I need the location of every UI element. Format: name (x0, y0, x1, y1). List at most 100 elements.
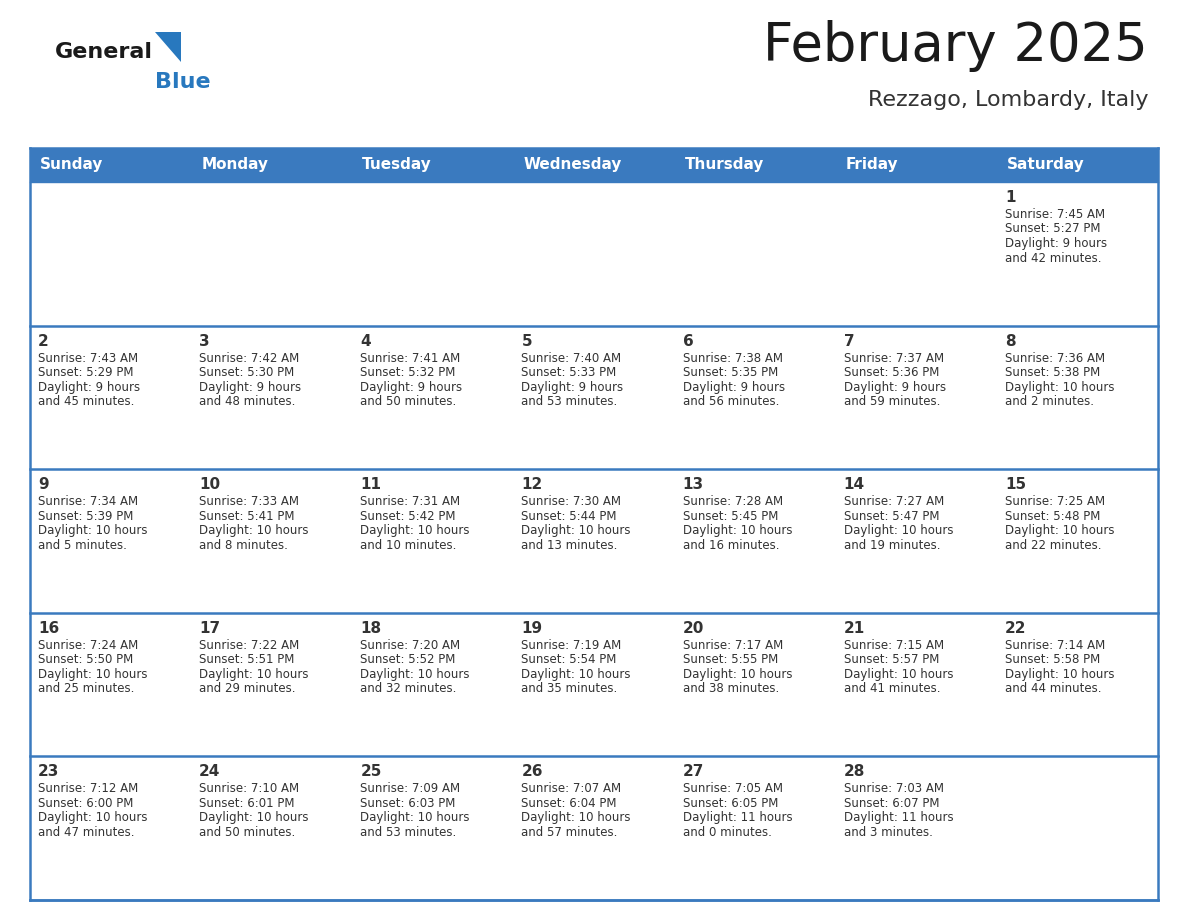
Text: Daylight: 10 hours: Daylight: 10 hours (360, 667, 469, 681)
Text: and 29 minutes.: and 29 minutes. (200, 682, 296, 695)
Bar (30, 326, 1158, 469)
Text: Daylight: 9 hours: Daylight: 9 hours (1005, 237, 1107, 250)
Text: Sunset: 5:52 PM: Sunset: 5:52 PM (360, 654, 456, 666)
Text: Sunrise: 7:27 AM: Sunrise: 7:27 AM (843, 495, 944, 509)
Text: General: General (55, 42, 153, 62)
Text: Daylight: 11 hours: Daylight: 11 hours (843, 812, 953, 824)
Text: Sunset: 6:01 PM: Sunset: 6:01 PM (200, 797, 295, 810)
Text: and 45 minutes.: and 45 minutes. (38, 395, 134, 409)
Text: Sunset: 5:48 PM: Sunset: 5:48 PM (1005, 509, 1100, 522)
Text: Daylight: 10 hours: Daylight: 10 hours (522, 812, 631, 824)
Text: Sunrise: 7:42 AM: Sunrise: 7:42 AM (200, 352, 299, 364)
Text: Sunset: 5:45 PM: Sunset: 5:45 PM (683, 509, 778, 522)
Text: Sunrise: 7:03 AM: Sunrise: 7:03 AM (843, 782, 943, 795)
Text: Sunset: 6:04 PM: Sunset: 6:04 PM (522, 797, 617, 810)
Text: 11: 11 (360, 477, 381, 492)
Text: Sunrise: 7:17 AM: Sunrise: 7:17 AM (683, 639, 783, 652)
Text: and 8 minutes.: and 8 minutes. (200, 539, 287, 552)
Text: 2: 2 (38, 333, 49, 349)
Text: 15: 15 (1005, 477, 1026, 492)
Text: and 22 minutes.: and 22 minutes. (1005, 539, 1101, 552)
Text: Daylight: 10 hours: Daylight: 10 hours (200, 812, 309, 824)
Text: and 48 minutes.: and 48 minutes. (200, 395, 296, 409)
Text: Daylight: 10 hours: Daylight: 10 hours (38, 667, 147, 681)
Text: Sunset: 5:58 PM: Sunset: 5:58 PM (1005, 654, 1100, 666)
Text: Daylight: 10 hours: Daylight: 10 hours (522, 667, 631, 681)
Text: 25: 25 (360, 765, 381, 779)
Text: 9: 9 (38, 477, 49, 492)
Text: Sunset: 5:27 PM: Sunset: 5:27 PM (1005, 222, 1100, 236)
Text: Monday: Monday (201, 158, 268, 173)
Text: Sunset: 5:51 PM: Sunset: 5:51 PM (200, 654, 295, 666)
Text: 19: 19 (522, 621, 543, 636)
Text: February 2025: February 2025 (763, 20, 1148, 72)
Text: Sunrise: 7:40 AM: Sunrise: 7:40 AM (522, 352, 621, 364)
Text: 27: 27 (683, 765, 704, 779)
Text: Sunset: 5:41 PM: Sunset: 5:41 PM (200, 509, 295, 522)
Text: Sunset: 5:57 PM: Sunset: 5:57 PM (843, 654, 939, 666)
Bar (30, 469, 1158, 613)
Text: Rezzago, Lombardy, Italy: Rezzago, Lombardy, Italy (867, 90, 1148, 110)
Text: Sunset: 5:33 PM: Sunset: 5:33 PM (522, 366, 617, 379)
Text: Sunset: 5:42 PM: Sunset: 5:42 PM (360, 509, 456, 522)
Text: and 59 minutes.: and 59 minutes. (843, 395, 940, 409)
Text: Sunset: 5:30 PM: Sunset: 5:30 PM (200, 366, 295, 379)
Text: Sunrise: 7:24 AM: Sunrise: 7:24 AM (38, 639, 138, 652)
Text: 28: 28 (843, 765, 865, 779)
Text: Tuesday: Tuesday (362, 158, 432, 173)
Text: Sunset: 5:47 PM: Sunset: 5:47 PM (843, 509, 940, 522)
Text: Sunset: 6:00 PM: Sunset: 6:00 PM (38, 797, 133, 810)
Text: 6: 6 (683, 333, 694, 349)
Text: Sunrise: 7:28 AM: Sunrise: 7:28 AM (683, 495, 783, 509)
Text: and 13 minutes.: and 13 minutes. (522, 539, 618, 552)
Text: Sunrise: 7:09 AM: Sunrise: 7:09 AM (360, 782, 461, 795)
Text: Daylight: 10 hours: Daylight: 10 hours (360, 812, 469, 824)
Text: Sunrise: 7:41 AM: Sunrise: 7:41 AM (360, 352, 461, 364)
Text: 20: 20 (683, 621, 704, 636)
Text: and 50 minutes.: and 50 minutes. (360, 395, 456, 409)
Text: Thursday: Thursday (684, 158, 764, 173)
Text: Daylight: 10 hours: Daylight: 10 hours (1005, 524, 1114, 537)
Text: Daylight: 10 hours: Daylight: 10 hours (683, 524, 792, 537)
Text: Daylight: 9 hours: Daylight: 9 hours (38, 381, 140, 394)
Text: and 47 minutes.: and 47 minutes. (38, 826, 134, 839)
Text: 7: 7 (843, 333, 854, 349)
Text: 14: 14 (843, 477, 865, 492)
Text: Daylight: 10 hours: Daylight: 10 hours (522, 524, 631, 537)
Text: Friday: Friday (846, 158, 898, 173)
Text: 17: 17 (200, 621, 220, 636)
Text: Sunrise: 7:12 AM: Sunrise: 7:12 AM (38, 782, 138, 795)
Text: and 0 minutes.: and 0 minutes. (683, 826, 771, 839)
Text: and 50 minutes.: and 50 minutes. (200, 826, 296, 839)
Text: Sunrise: 7:31 AM: Sunrise: 7:31 AM (360, 495, 461, 509)
Text: 26: 26 (522, 765, 543, 779)
Text: Blue: Blue (154, 72, 210, 92)
Text: 5: 5 (522, 333, 532, 349)
Text: and 3 minutes.: and 3 minutes. (843, 826, 933, 839)
Text: and 5 minutes.: and 5 minutes. (38, 539, 127, 552)
Text: Sunset: 5:38 PM: Sunset: 5:38 PM (1005, 366, 1100, 379)
Bar (30, 182, 1158, 326)
Text: Sunday: Sunday (40, 158, 103, 173)
Text: 22: 22 (1005, 621, 1026, 636)
Text: Sunrise: 7:38 AM: Sunrise: 7:38 AM (683, 352, 783, 364)
Text: Daylight: 9 hours: Daylight: 9 hours (522, 381, 624, 394)
Text: Daylight: 10 hours: Daylight: 10 hours (1005, 381, 1114, 394)
Text: Sunset: 6:07 PM: Sunset: 6:07 PM (843, 797, 940, 810)
Text: Sunrise: 7:34 AM: Sunrise: 7:34 AM (38, 495, 138, 509)
Text: and 16 minutes.: and 16 minutes. (683, 539, 779, 552)
Text: and 35 minutes.: and 35 minutes. (522, 682, 618, 695)
Text: Daylight: 10 hours: Daylight: 10 hours (683, 667, 792, 681)
Text: Daylight: 11 hours: Daylight: 11 hours (683, 812, 792, 824)
Text: Daylight: 10 hours: Daylight: 10 hours (843, 524, 953, 537)
Text: Sunrise: 7:25 AM: Sunrise: 7:25 AM (1005, 495, 1105, 509)
Text: 12: 12 (522, 477, 543, 492)
Text: and 53 minutes.: and 53 minutes. (360, 826, 456, 839)
Text: Sunrise: 7:33 AM: Sunrise: 7:33 AM (200, 495, 299, 509)
Text: and 44 minutes.: and 44 minutes. (1005, 682, 1101, 695)
Text: 13: 13 (683, 477, 703, 492)
Text: and 56 minutes.: and 56 minutes. (683, 395, 779, 409)
Text: 4: 4 (360, 333, 371, 349)
Text: Daylight: 9 hours: Daylight: 9 hours (360, 381, 462, 394)
Text: 18: 18 (360, 621, 381, 636)
